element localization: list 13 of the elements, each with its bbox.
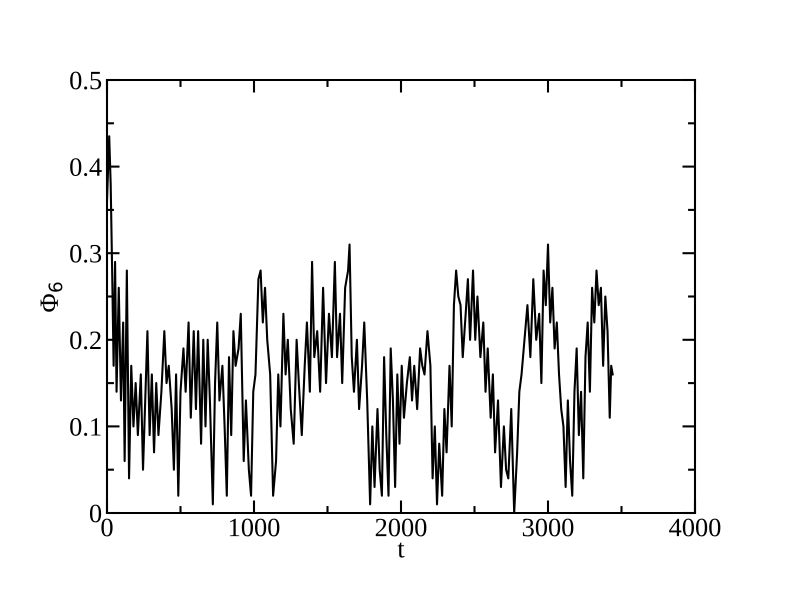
x-tick-label: 4000 <box>669 518 720 536</box>
y-axis-title: Φ$_{6}$ <box>40 282 62 312</box>
y-tick-label: 0.3 <box>70 244 102 263</box>
x-tick-label: 3000 <box>522 518 574 536</box>
x-tick-label: 0 <box>101 518 113 536</box>
y-tick-label: 0.4 <box>70 158 102 176</box>
y-tick-label: 0 <box>90 504 102 522</box>
y-tick-label: 0.2 <box>70 331 101 350</box>
x-tick-label: 2000 <box>376 518 426 536</box>
y-tick-label: 0.1 <box>70 418 101 436</box>
y-tick-label: 0.5 <box>70 72 102 90</box>
x-axis-title: t <box>398 542 405 558</box>
x-tick-label: 1000 <box>230 518 280 536</box>
